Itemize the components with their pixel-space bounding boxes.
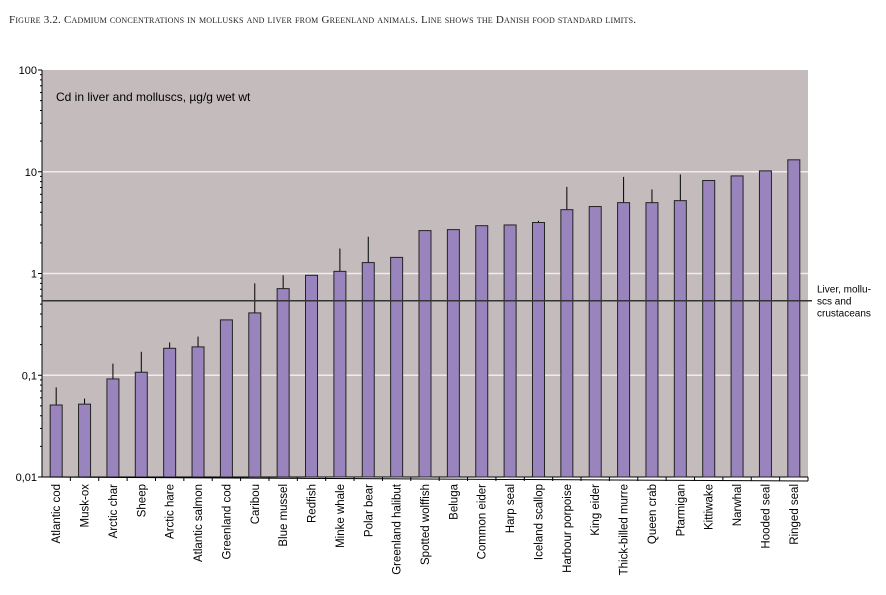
x-tick-label: Harp seal [505,484,517,533]
bar [673,200,687,478]
bar [475,225,489,478]
bar [333,270,347,478]
x-tick-label: Musk-ox [80,484,92,528]
bar [106,378,120,478]
bar [503,224,517,478]
bar [49,404,63,478]
bar [418,230,432,478]
y-tick-label: 0,1 [22,370,37,382]
x-tick-label: Sheep [136,484,148,517]
bar [248,312,262,478]
bar [645,202,659,478]
bar [305,274,319,478]
bar [758,170,772,478]
y-tick-label: 100 [19,65,37,77]
x-tick-label: Blue mussel [278,484,290,547]
x-tick-label: Hooded seal [760,484,772,549]
y-tick-label: 0,01 [16,472,37,484]
x-tick-label: Atlantic cod [51,484,63,543]
x-tick-label: Queen crab [647,484,659,544]
reference-line-label: crustaceans [817,309,871,320]
bar [191,346,205,478]
figure-caption: Figure 3.2. Cadmium concentrations in mo… [9,14,637,26]
bar [134,371,148,478]
bar [560,209,574,478]
x-tick-label: Arctic hare [165,484,177,539]
x-tick-label: Thick-billed murre [619,484,631,575]
y-tick-label: 1 [31,269,37,281]
x-tick-label: Caribou [250,484,262,524]
y-tick-label: 10 [25,167,37,179]
x-tick [41,476,809,482]
chart-title: Cd in liver and molluscs, µg/g wet wt [56,90,251,104]
x-tick-label: Polar bear [363,484,375,537]
bar [702,180,716,478]
x-tick-label: Common eider [477,484,489,560]
bar [390,256,404,478]
bar [787,159,801,478]
bar [219,319,233,478]
x-tick-label: Atlantic salmon [193,484,205,562]
bar [361,262,375,478]
x-tick-label: Arctic char [108,484,120,538]
bar [446,229,460,478]
bar [276,288,290,478]
bar [531,222,545,478]
x-tick-label: Harbour porpoise [562,484,574,573]
x-tick-label: Kittiwake [704,484,716,530]
bar [78,403,92,478]
reference-line-label: scs and [817,297,851,308]
x-tick-label: Greenland cod [221,484,233,559]
bar [730,175,744,478]
x-tick-label: Beluga [448,483,460,519]
x-tick-label: Greenland halibut [392,483,404,575]
bar [588,206,602,478]
x-tick-label: Ptarmigan [675,484,687,536]
x-tick-label: Iceland scallop [533,484,545,560]
x-tick-label: Narwhal [732,484,744,526]
x-tick-label: King eider [590,484,602,536]
x-tick-label: Spotted wolffish [420,484,432,565]
x-tick-label: Redfish [307,484,319,523]
bar [617,202,631,478]
bar [163,347,177,478]
reference-line-label: Liver, mollu- [817,285,871,296]
x-tick-label: Minke whale [335,484,347,548]
x-tick-label: Ringed seal [789,484,801,545]
